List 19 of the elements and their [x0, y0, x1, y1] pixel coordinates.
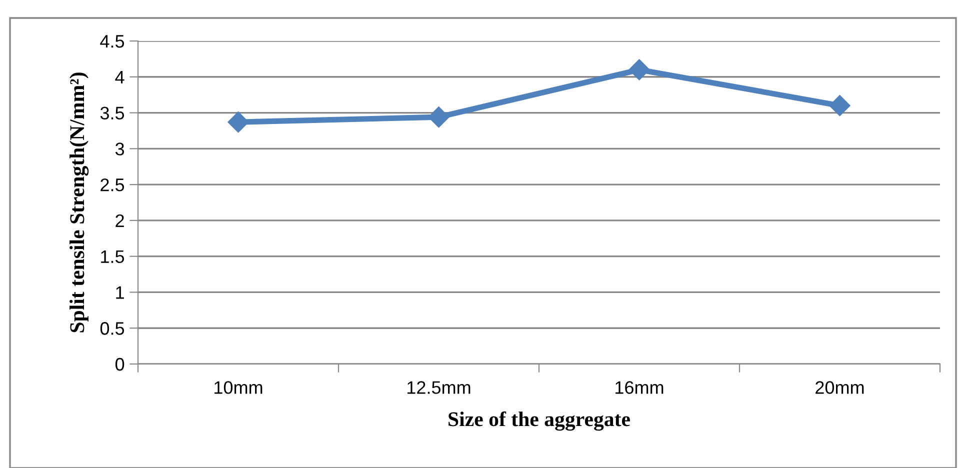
y-tick-label: 2.5 — [100, 178, 124, 192]
y-axis-title: Split tensile Strength(N/mm²) — [70, 72, 89, 332]
y-tick-label: 0 — [115, 358, 124, 371]
x-tick-label: 10mm — [214, 381, 262, 394]
point — [628, 59, 650, 80]
y-tick-label: 3 — [115, 142, 124, 156]
y-tick-label: 4.5 — [100, 35, 124, 48]
y-tick-label: 4 — [115, 71, 124, 84]
x-axis-title: Size of the aggregate — [448, 411, 630, 431]
x-tick-label: 12.5mm — [408, 381, 470, 394]
point — [829, 95, 850, 116]
y-tick-label: 0.5 — [100, 322, 124, 335]
point — [228, 112, 249, 133]
y-tick-label: 1.5 — [101, 250, 124, 264]
y-tick-label: 1 — [116, 286, 124, 299]
x-tick-label: 16mm — [616, 381, 664, 394]
x-tick-label: 20mm — [816, 381, 864, 394]
y-tick-label: 3.5 — [100, 106, 124, 120]
y-tick-label: 2 — [116, 214, 124, 227]
